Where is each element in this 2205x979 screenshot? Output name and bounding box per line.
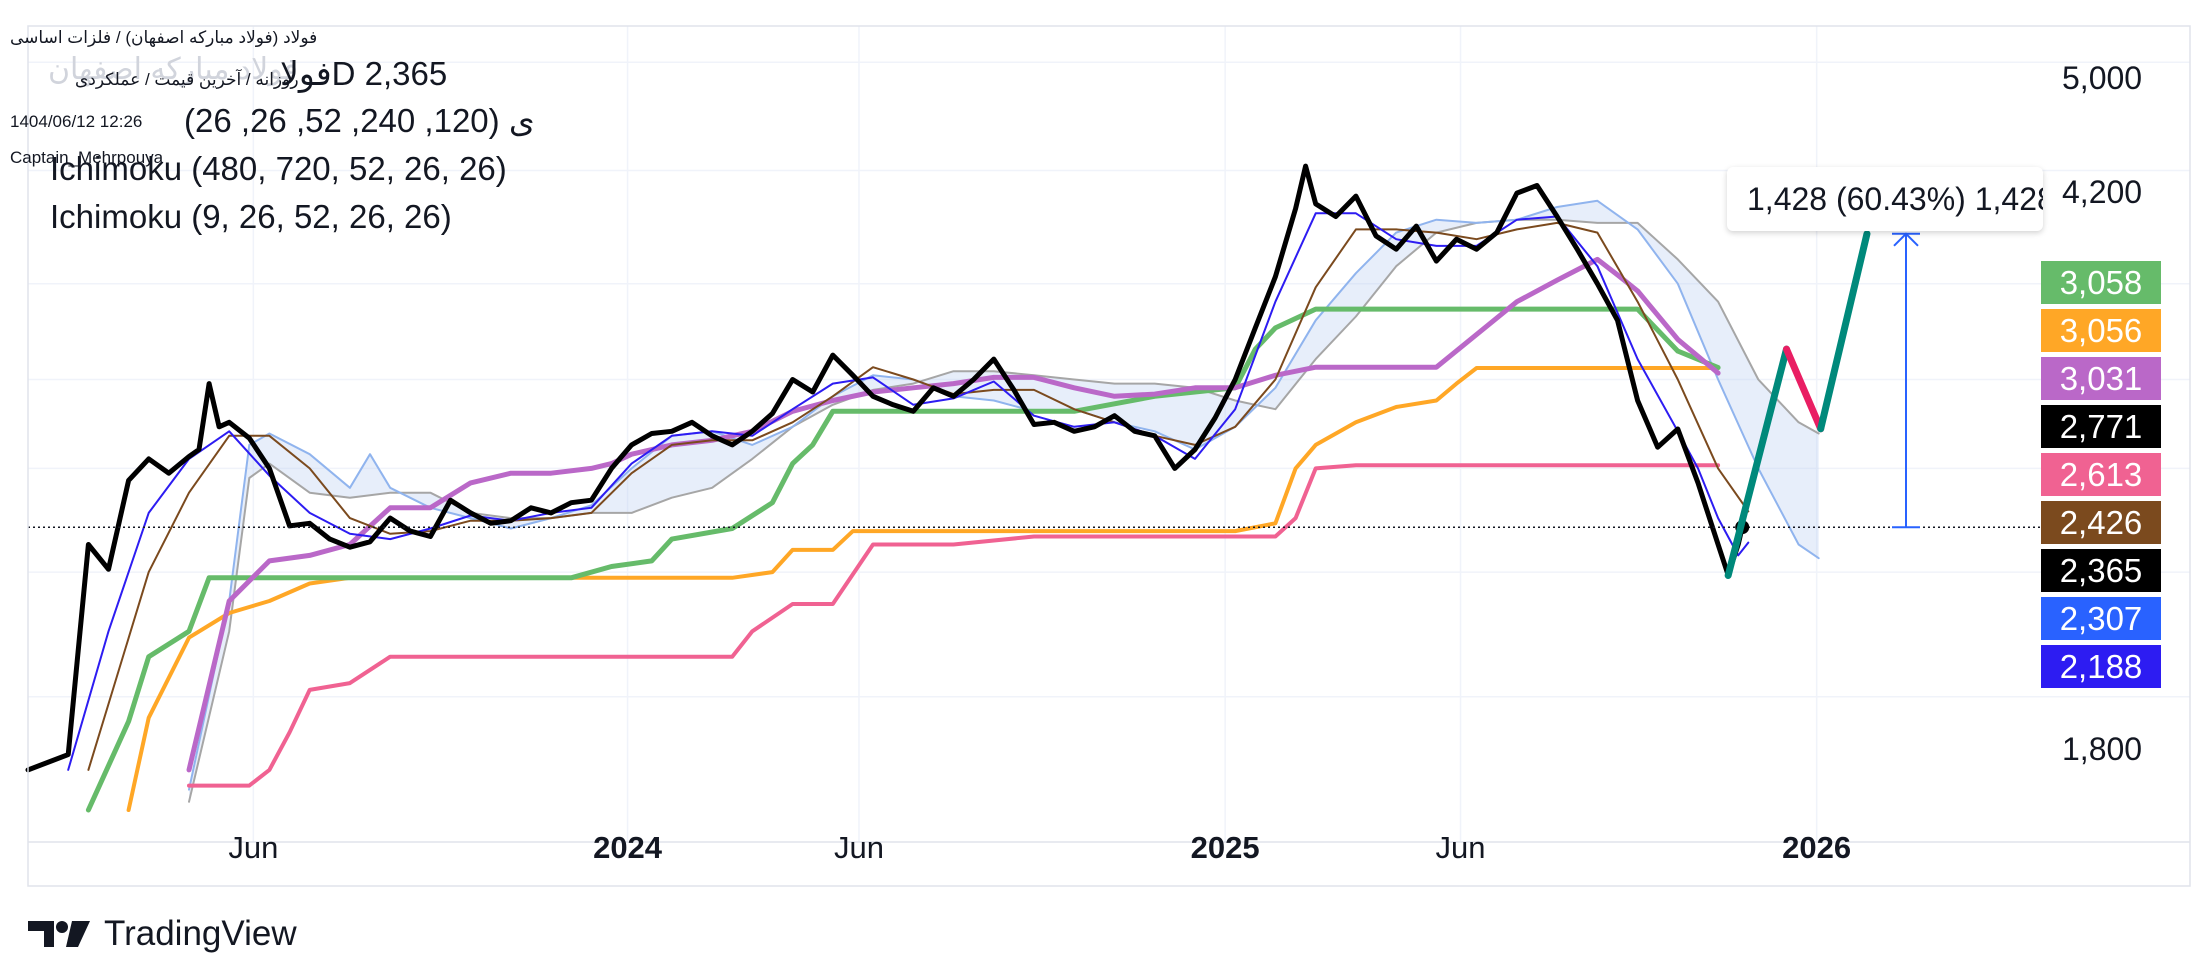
measure-label: 1,428 (60.43%) 1,428 <box>1727 167 2043 231</box>
x-tick-label: 2024 <box>593 830 663 865</box>
price-badge: 2,307 <box>2041 597 2161 640</box>
indicator-legend-2[interactable]: Ichimoku (480, 720, 52, 26, 26) <box>50 150 507 187</box>
author: Captain_Mehrpouya <box>10 148 164 167</box>
series-lines <box>25 163 2040 813</box>
brand-name: TradingView <box>104 914 297 953</box>
chart-subtitle: روزانه / آخرین قیمت / عملکردی <box>75 70 299 89</box>
y-tick-label: 4,200 <box>2062 174 2143 210</box>
price-badge: 3,031 <box>2041 357 2161 400</box>
brand[interactable]: TradingView <box>28 914 297 954</box>
measure-tool[interactable] <box>1892 232 1920 529</box>
x-tick-label: Jun <box>1435 830 1486 865</box>
grid <box>28 26 2190 842</box>
price-badge: 2,613 <box>2041 453 2161 496</box>
price-badge: 3,056 <box>2041 309 2161 352</box>
price-badge: 2,426 <box>2041 501 2161 544</box>
series-line-orange <box>126 366 1721 812</box>
projection-leg <box>1782 345 1825 433</box>
price-badge: 2,771 <box>2041 405 2161 448</box>
x-tick-label: 2026 <box>1782 830 1852 865</box>
x-tick-label: 2025 <box>1190 830 1260 865</box>
x-tick-label: Jun <box>228 830 279 865</box>
y-tick-label: 5,000 <box>2062 60 2143 96</box>
symbol-price: فولاD 2,365 <box>280 55 448 92</box>
indicator-legend-3[interactable]: Ichimoku (9, 26, 52, 26, 26) <box>50 198 452 235</box>
series-line-pink <box>187 463 1721 788</box>
ichimoku-cloud <box>189 200 1819 802</box>
price-badge: 2,188 <box>2041 645 2161 688</box>
y-tick-label: 1,800 <box>2062 731 2143 767</box>
tradingview-logo-icon <box>28 921 90 947</box>
chart-border <box>27 25 2191 887</box>
series-line-purple <box>186 256 1721 773</box>
timestamp: 1404/06/12 12:26 <box>10 112 143 131</box>
series-line-close <box>25 163 1745 773</box>
watermark-text: فولاد مبارکه اصفهان <box>48 53 299 86</box>
cloud-fill <box>189 200 1819 802</box>
indicator-legend-1[interactable]: ی (120, 240, 52, 26, 26) <box>184 102 535 139</box>
price-badge: 2,365 <box>2041 549 2161 592</box>
projection-leg <box>1724 345 1790 580</box>
projection-leg <box>1817 230 1871 433</box>
price-badge: 3,058 <box>2041 261 2161 304</box>
measure-arrowhead <box>1893 232 1919 247</box>
projection-drawing[interactable] <box>1724 230 1871 580</box>
series-line-green <box>85 306 1721 813</box>
chart-frame <box>27 25 2191 887</box>
x-tick-label: Jun <box>833 830 884 865</box>
chart-title: فولاد (فولاد مبارکه اصفهان) / فلزات اساس… <box>10 28 318 47</box>
